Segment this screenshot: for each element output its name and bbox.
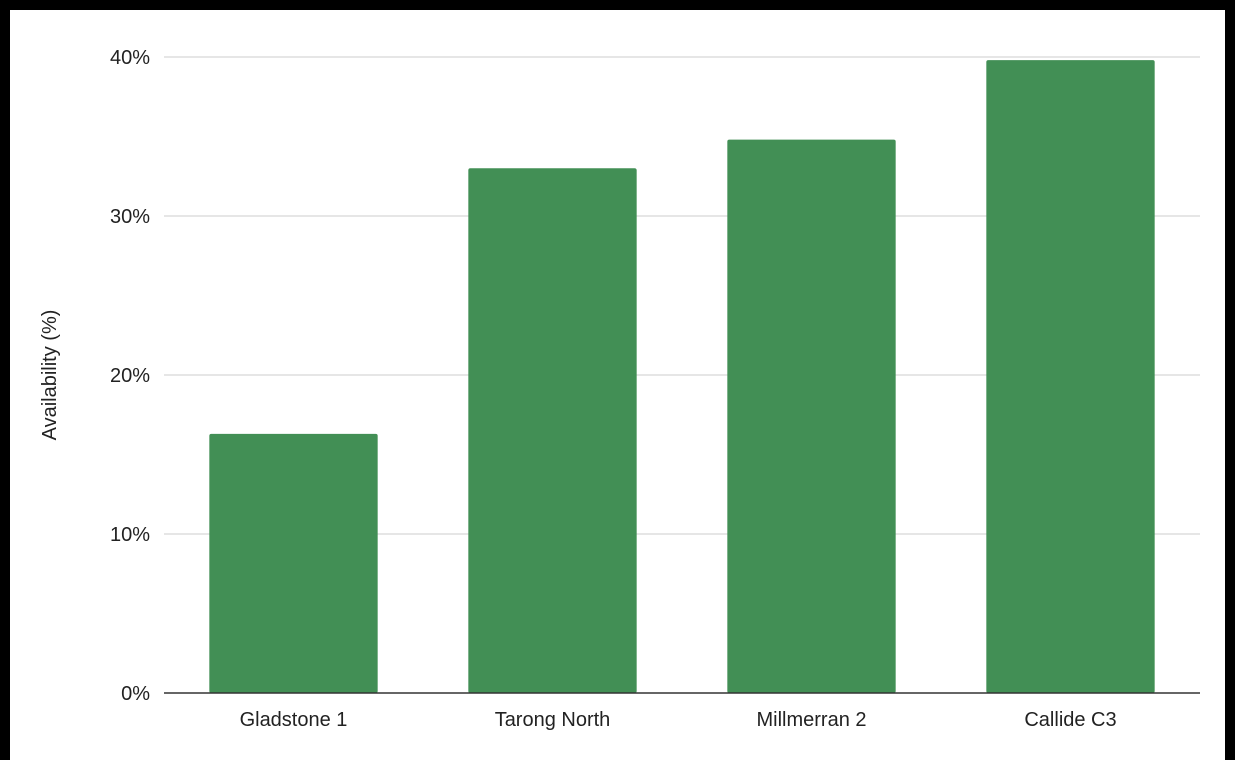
y-tick-label: 10% [110,524,150,546]
y-tick-labels: 0% 10% 20% 30% 40% [110,47,150,705]
bar-chart: 0% 10% 20% 30% 40% Gladstone 1 Tarong North Mi… [39,47,1200,731]
y-tick-label: 0% [121,683,150,705]
y-tick-label: 20% [110,365,150,387]
bar [727,139,896,693]
x-tick-label: Tarong North [495,709,611,731]
bar [209,433,378,693]
bar [986,60,1155,694]
y-tick-label: 30% [110,206,150,228]
chart-frame: 0% 10% 20% 30% 40% Gladstone 1 Tarong North Mi… [10,10,1225,760]
bar [468,168,637,694]
x-tick-labels: Gladstone 1 Tarong North Millmerran 2 Calli… [240,709,1117,731]
x-tick-label: Gladstone 1 [240,709,348,731]
bars-layer [209,60,1155,694]
x-tick-label: Millmerran 2 [756,709,866,731]
y-tick-label: 40% [110,47,150,69]
y-axis-title: Availability (%) [39,310,61,441]
x-tick-label: Callide C3 [1024,709,1116,731]
